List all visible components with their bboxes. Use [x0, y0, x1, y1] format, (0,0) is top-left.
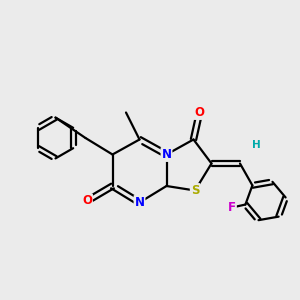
Text: O: O — [194, 106, 205, 119]
Text: N: N — [134, 196, 145, 209]
Text: H: H — [252, 140, 261, 151]
Text: S: S — [191, 184, 199, 197]
Text: F: F — [228, 201, 236, 214]
Text: N: N — [161, 148, 172, 161]
Text: O: O — [82, 194, 92, 208]
